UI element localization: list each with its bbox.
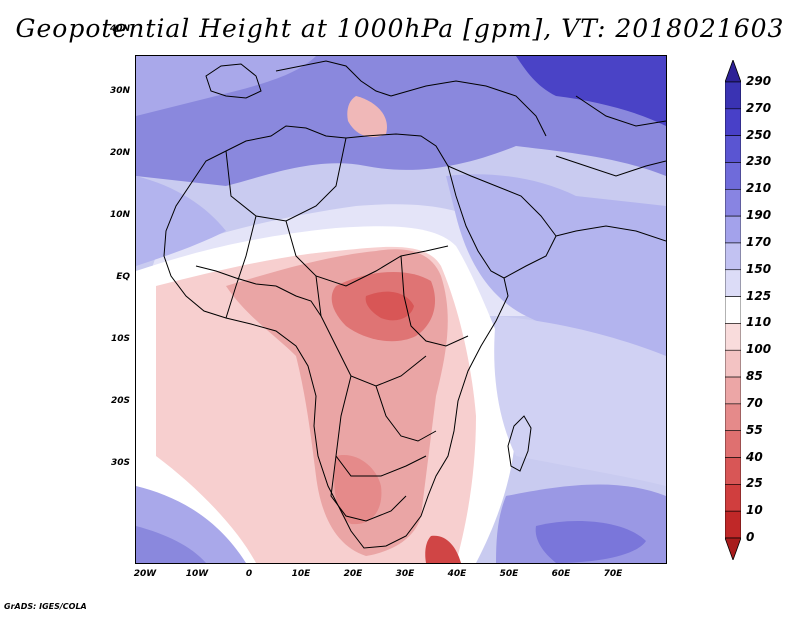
colorbar-segment — [725, 215, 741, 244]
lat-label-30n: 30N — [109, 86, 130, 96]
map-plot-area — [135, 55, 667, 564]
colorbar-label: 230 — [746, 154, 772, 169]
colorbar-label: 10 — [746, 503, 763, 518]
lat-label-20n: 20N — [109, 148, 130, 158]
colorbar — [725, 60, 741, 560]
colorbar-label: 210 — [746, 181, 772, 196]
colorbar-label: 250 — [746, 127, 772, 142]
colorbar-segment — [725, 296, 741, 324]
lat-label-10s: 10S — [110, 334, 130, 344]
lat-label-20s: 20S — [110, 396, 130, 406]
colorbar-segment — [725, 269, 741, 297]
lon-label-10w: 10W — [185, 569, 209, 579]
colorbar-label: 100 — [746, 342, 772, 357]
colorbar-label: 290 — [746, 74, 772, 88]
colorbar-segment — [725, 108, 741, 136]
colorbar-top-arrow — [725, 60, 741, 83]
colorbar-label: 70 — [746, 395, 763, 410]
colorbar-segment — [725, 81, 741, 110]
lon-label-20e: 20E — [343, 569, 363, 579]
lon-label-50e: 50E — [499, 569, 519, 579]
geopotential-field — [136, 56, 666, 563]
colorbar-label: 150 — [746, 261, 772, 276]
lat-label-10n: 10N — [109, 210, 130, 220]
colorbar-label: 40 — [746, 449, 763, 464]
colorbar-segment — [725, 349, 741, 378]
lon-label-70e: 70E — [603, 569, 623, 579]
footer-credit: GrADS: IGES/COLA — [4, 602, 87, 611]
colorbar-segment — [725, 430, 741, 458]
colorbar-segment — [725, 376, 741, 405]
map-title: Geopotential Height at 1000hPa [gpm], VT… — [15, 14, 785, 43]
colorbar-label: 270 — [746, 100, 772, 115]
colorbar-segment — [725, 188, 741, 217]
lon-label-20w: 20W — [133, 569, 157, 579]
colorbar-segment — [725, 162, 741, 190]
lat-label-30s: 30S — [110, 458, 130, 468]
colorbar-segment — [725, 242, 741, 271]
colorbar-segment — [725, 510, 741, 539]
lon-label-30e: 30E — [395, 569, 415, 579]
colorbar-segment — [725, 135, 741, 163]
colorbar-label: 125 — [746, 288, 772, 303]
colorbar-segment — [725, 403, 741, 432]
colorbar-segment — [725, 457, 741, 485]
colorbar-label: 170 — [746, 234, 772, 249]
colorbar-label: 110 — [746, 315, 772, 330]
lat-label-40n: 40N — [109, 24, 130, 34]
colorbar-label: 85 — [746, 369, 763, 384]
lat-label-eq: EQ — [116, 272, 130, 282]
colorbar-label: 55 — [746, 422, 763, 437]
lon-label-0: 0 — [245, 569, 253, 579]
colorbar-segment — [725, 484, 741, 512]
colorbar-label: 190 — [746, 208, 772, 223]
colorbar-label: 0 — [746, 530, 755, 544]
lon-label-10e: 10E — [291, 569, 311, 579]
lon-label-40e: 40E — [447, 569, 467, 579]
colorbar-bottom-arrow — [725, 537, 741, 560]
lon-label-60e: 60E — [551, 569, 571, 579]
colorbar-segment — [725, 323, 741, 351]
colorbar-label: 25 — [746, 476, 763, 491]
